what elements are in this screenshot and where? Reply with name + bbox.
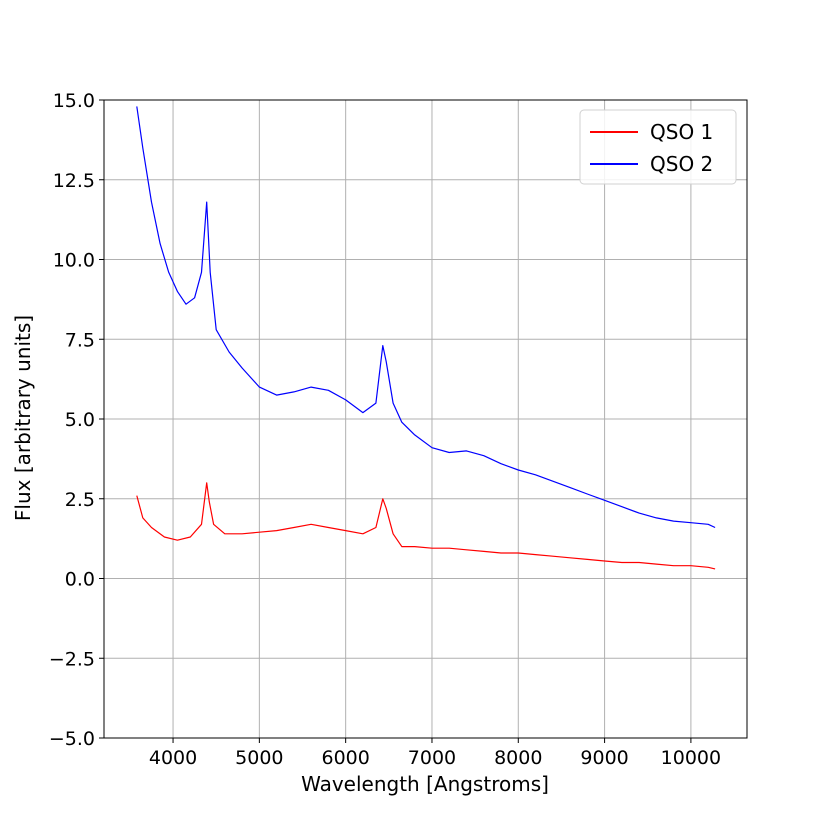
y-tick-label: 15.0	[53, 90, 95, 112]
x-tick-label: 6000	[321, 747, 369, 769]
x-axis-label: Wavelength [Angstroms]	[301, 772, 549, 796]
y-tick-label: 7.5	[65, 329, 95, 351]
x-tick-label: 8000	[494, 747, 542, 769]
y-tick-label: 10.0	[53, 250, 95, 272]
y-axis-label: Flux [arbitrary units]	[11, 315, 35, 521]
x-tick-label: 9000	[580, 747, 628, 769]
plot-area	[136, 106, 716, 570]
y-tick-label: −5.0	[49, 728, 95, 750]
y-tick-label: 0.0	[65, 569, 95, 591]
y-tick-label: −2.5	[49, 648, 95, 670]
x-axis-ticks: 4000 5000 6000 7000 8000 9000 10000	[149, 738, 721, 769]
grid-lines	[104, 99, 747, 739]
legend: QSO 1 QSO 2	[579, 109, 737, 185]
x-tick-label: 10000	[661, 747, 721, 769]
x-tick-label: 7000	[408, 747, 456, 769]
legend-label: QSO 1	[650, 120, 713, 144]
series-line-2	[136, 106, 716, 529]
x-tick-label: 4000	[149, 747, 197, 769]
y-tick-label: 5.0	[65, 409, 95, 431]
y-tick-label: 12.5	[53, 170, 95, 192]
legend-label: QSO 2	[650, 152, 713, 176]
series-line-1	[136, 482, 716, 570]
x-tick-label: 5000	[235, 747, 283, 769]
y-tick-label: 2.5	[65, 489, 95, 511]
legend-box	[579, 109, 737, 185]
series-layer	[136, 106, 716, 570]
y-axis-ticks: −5.0 −2.5 0.0 2.5 5.0 7.5 10.0 12.5 15.0	[49, 90, 104, 750]
